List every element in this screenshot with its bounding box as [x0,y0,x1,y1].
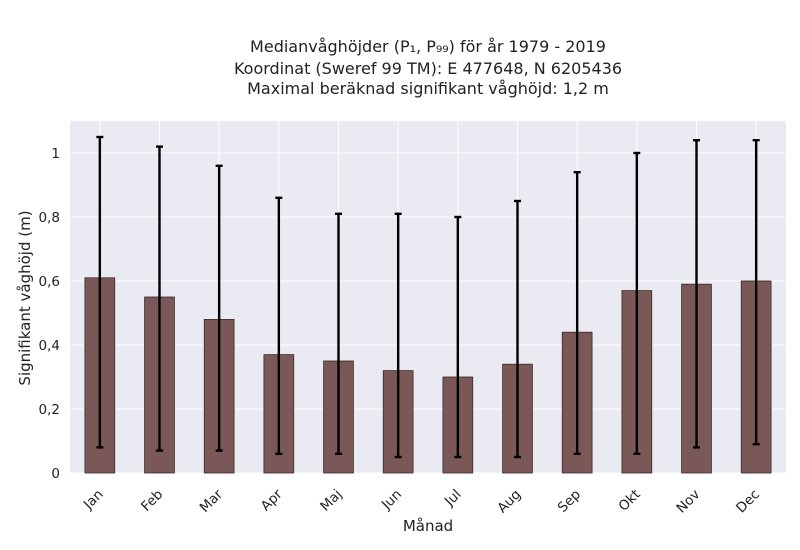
x-axis-label: Månad [403,517,453,535]
y-tick-label: 0 [51,466,60,482]
error-bar-mar [215,164,223,452]
x-tick-label: Sep [555,487,584,516]
title-line-2: Koordinat (Sweref 99 TM): E 477648, N 62… [234,59,622,78]
error-bar-jun [394,212,402,459]
x-tick-label: Feb [138,487,166,515]
error-bar-nov [693,138,700,449]
x-tick-label: Aug [494,487,524,517]
x-tick-label: Maj [317,487,345,515]
error-bar-jul [454,215,462,459]
title-line-1: Medianvåghöjder (P₁, P₉₉) för år 1979 - … [250,37,606,56]
x-tick-label: Apr [258,486,286,514]
y-tick-label: 0,4 [39,338,60,354]
y-axis-label: Signifikant våghöjd (m) [16,210,34,385]
x-tick-label: Mar [197,486,227,516]
y-tick-label: 0,6 [39,274,60,290]
x-tick-label: Dec [733,487,763,517]
error-bar-dec [752,138,760,446]
x-axis-ticks: Jan Feb Mar Apr Maj Jun Jul Aug Sep Okt Nov Dec [80,486,763,516]
error-bars [96,135,760,459]
error-bar-jan [96,135,104,449]
y-tick-label: 1 [51,146,60,162]
y-tick-label: 0,8 [39,210,60,226]
error-bar-feb [156,145,163,452]
error-bar-maj [335,212,342,455]
x-tick-label: Jul [441,487,465,511]
x-tick-label: Jan [80,487,107,514]
title-line-3: Maximal beräknad signifikant våghöjd: 1,… [247,79,609,98]
error-bar-okt [633,151,641,455]
error-bar-aug [514,199,521,459]
y-tick-label: 0,2 [39,402,60,418]
x-tick-label: Okt [616,487,644,515]
x-tick-label: Jun [378,487,405,514]
chart-title: Medianvåghöjder (P₁, P₉₉) för år 1979 - … [234,37,622,98]
error-bar-apr [275,196,283,455]
x-tick-label: Nov [673,487,703,517]
error-bar-sep [573,170,581,455]
plot-area [70,121,786,473]
y-axis-ticks: 0 0,2 0,4 0,6 0,8 1 [39,146,60,482]
